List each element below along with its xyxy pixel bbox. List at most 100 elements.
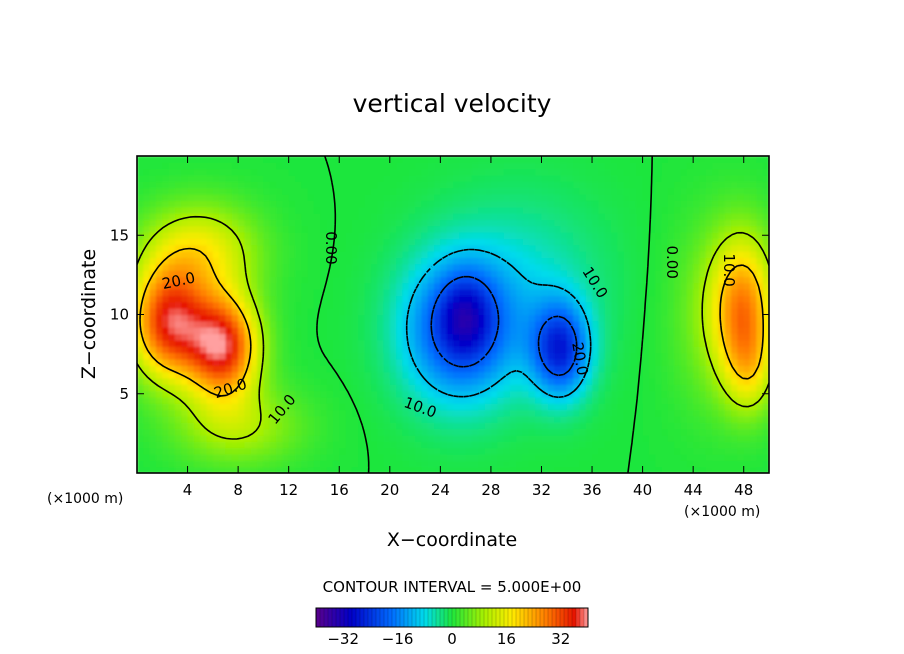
field-cell [743, 409, 751, 417]
field-cell [522, 327, 530, 335]
field-cell [756, 244, 764, 252]
field-cell [528, 219, 536, 227]
field-cell [225, 187, 233, 195]
field-cell [756, 238, 764, 246]
field-cell [509, 175, 517, 182]
field-cell [219, 352, 227, 360]
field-cell [181, 162, 189, 170]
field-cell [276, 263, 283, 271]
field-cell [415, 320, 422, 328]
field-cell [743, 225, 751, 233]
field-cell [408, 200, 416, 208]
field-cell [155, 422, 163, 430]
field-cell [655, 301, 663, 309]
field-cell [535, 251, 543, 259]
field-cell [667, 339, 675, 347]
field-cell [762, 339, 769, 347]
field-cell [535, 352, 543, 360]
field-cell [383, 162, 391, 170]
field-cell [490, 238, 498, 246]
field-cell [187, 175, 195, 182]
field-cell [642, 377, 650, 385]
field-cell [187, 333, 195, 341]
field-cell [332, 320, 340, 328]
field-cell [497, 428, 505, 436]
field-cell [212, 333, 220, 341]
field-cell [377, 200, 385, 208]
field-cell [288, 308, 296, 316]
field-cell [440, 244, 448, 252]
field-cell [592, 232, 599, 240]
field-cell [446, 346, 454, 354]
field-cell [592, 466, 599, 473]
field-cell [503, 282, 511, 290]
field-cell [269, 466, 277, 473]
field-cell [206, 314, 214, 322]
field-cell [598, 365, 606, 373]
field-cell [611, 371, 618, 379]
field-cell [693, 327, 701, 335]
field-cell [731, 301, 738, 309]
field-cell [345, 187, 353, 195]
field-cell [434, 320, 441, 328]
field-cell [592, 225, 599, 233]
field-cell [465, 225, 473, 233]
field-cell [560, 390, 568, 398]
field-cell [364, 384, 372, 392]
field-cell [471, 434, 479, 442]
field-cell [339, 181, 347, 189]
field-cell [705, 219, 713, 227]
field-cell [503, 168, 511, 176]
field-cell [535, 244, 543, 252]
field-cell [174, 213, 182, 220]
field-cell [478, 187, 486, 195]
field-cell [547, 460, 555, 468]
field-cell [440, 181, 448, 189]
field-cell [358, 213, 366, 220]
field-cell [490, 352, 498, 360]
field-cell [162, 428, 170, 436]
field-cell [598, 428, 606, 436]
field-cell [661, 428, 669, 436]
field-cell [225, 441, 233, 449]
field-cell [389, 263, 397, 271]
field-cell [604, 327, 612, 335]
field-cell [762, 314, 769, 322]
field-cell [377, 181, 385, 189]
field-cell [459, 263, 467, 271]
field-cell [604, 390, 612, 398]
field-cell [680, 200, 688, 208]
field-cell [143, 301, 151, 309]
field-cell [642, 301, 650, 309]
field-cell [421, 263, 429, 271]
field-cell [724, 422, 732, 430]
field-cell [332, 390, 340, 398]
field-cell [528, 384, 536, 392]
field-cell [453, 225, 460, 233]
field-cell [547, 409, 555, 417]
field-cell [522, 219, 530, 227]
field-cell [402, 168, 410, 176]
field-cell [263, 232, 271, 240]
field-cell [377, 276, 385, 284]
field-cell [636, 162, 644, 170]
field-cell [219, 257, 227, 265]
field-cell [718, 244, 726, 252]
field-cell [389, 219, 397, 227]
field-cell [541, 358, 549, 366]
field-cell [579, 441, 587, 449]
field-cell [699, 403, 707, 411]
field-cell [573, 422, 580, 430]
field-cell [187, 422, 195, 430]
field-cell [415, 295, 422, 303]
field-cell [326, 219, 334, 227]
field-cell [756, 162, 764, 170]
field-cell [629, 320, 637, 328]
field-cell [250, 162, 258, 170]
field-cell [756, 270, 764, 278]
field-cell [263, 289, 271, 297]
field-cell [566, 263, 574, 271]
field-cell [585, 377, 593, 385]
field-cell [276, 219, 283, 227]
field-cell [193, 320, 201, 328]
